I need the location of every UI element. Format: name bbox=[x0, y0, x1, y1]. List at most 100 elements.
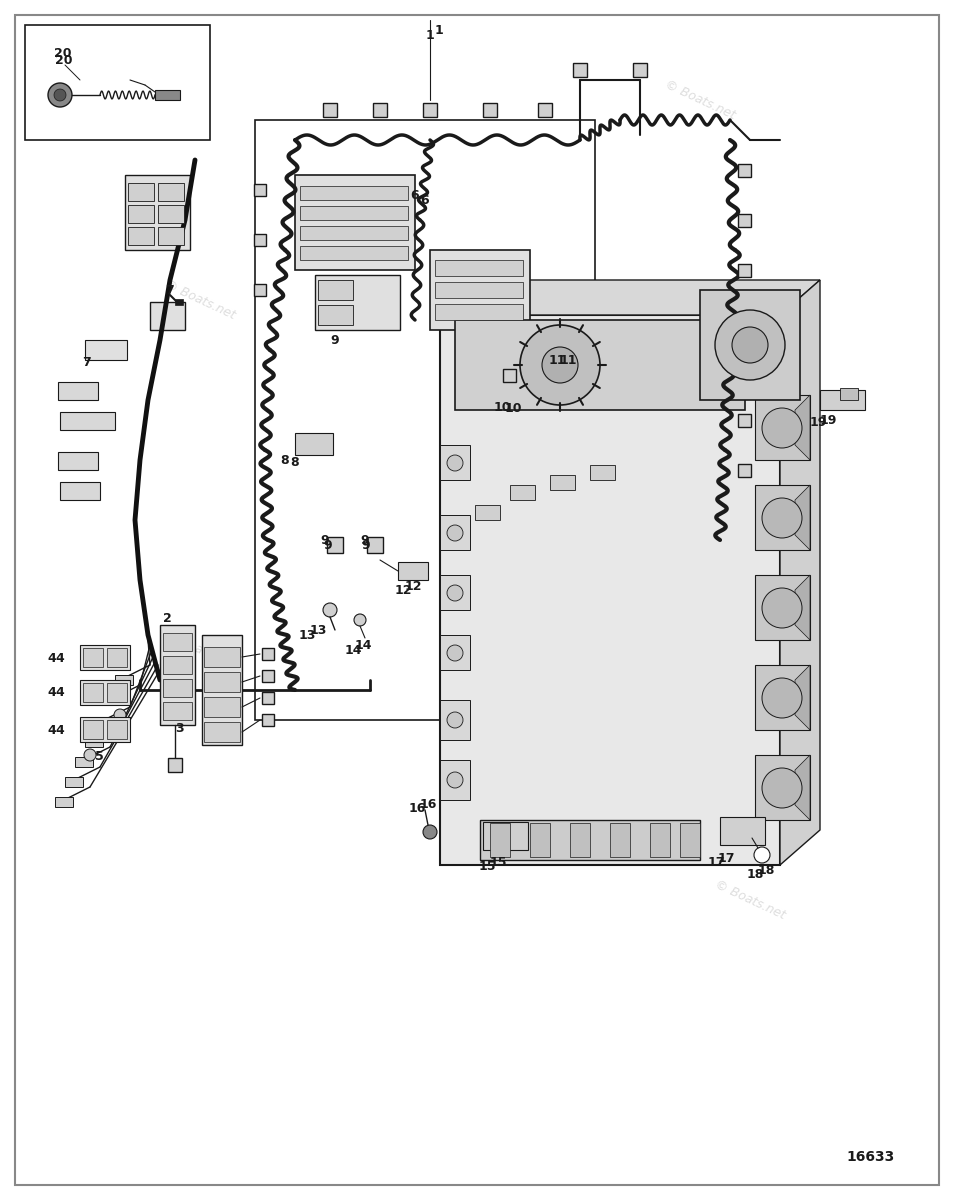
Bar bbox=[299, 246, 408, 260]
Text: 15: 15 bbox=[490, 857, 507, 870]
Circle shape bbox=[99, 730, 111, 742]
Text: 5: 5 bbox=[95, 750, 104, 763]
Bar bbox=[65, 778, 83, 787]
Bar bbox=[609, 823, 629, 857]
Bar bbox=[422, 103, 436, 118]
Bar bbox=[55, 797, 73, 806]
Bar bbox=[510, 485, 535, 500]
Bar bbox=[649, 823, 669, 857]
Polygon shape bbox=[780, 280, 820, 865]
Text: 12: 12 bbox=[394, 583, 412, 596]
Text: © Boats.net: © Boats.net bbox=[163, 278, 237, 322]
Circle shape bbox=[113, 709, 126, 721]
Bar bbox=[475, 505, 499, 520]
Text: 9: 9 bbox=[319, 534, 328, 546]
Bar bbox=[738, 463, 751, 476]
Bar bbox=[80, 718, 130, 742]
Bar bbox=[128, 227, 153, 245]
Bar bbox=[754, 665, 809, 730]
Polygon shape bbox=[794, 575, 809, 640]
Text: © Boats.net: © Boats.net bbox=[662, 78, 737, 122]
Circle shape bbox=[731, 328, 767, 364]
Bar bbox=[820, 390, 864, 410]
Text: 18: 18 bbox=[758, 864, 775, 876]
Circle shape bbox=[422, 826, 436, 839]
Text: 3: 3 bbox=[174, 721, 183, 734]
Bar bbox=[530, 823, 550, 857]
Bar bbox=[58, 382, 98, 400]
Bar bbox=[738, 163, 751, 176]
Circle shape bbox=[573, 360, 582, 370]
Bar bbox=[160, 625, 194, 725]
Text: 7: 7 bbox=[166, 283, 174, 296]
Text: 8: 8 bbox=[290, 456, 298, 468]
Bar bbox=[25, 25, 210, 140]
Text: 4: 4 bbox=[48, 686, 56, 700]
Bar bbox=[294, 175, 415, 270]
Bar bbox=[317, 280, 353, 300]
Text: 10: 10 bbox=[493, 401, 510, 414]
Bar bbox=[439, 575, 470, 610]
Bar bbox=[439, 316, 780, 865]
Bar bbox=[85, 340, 127, 360]
Bar bbox=[80, 646, 130, 670]
Bar bbox=[482, 103, 497, 118]
Bar bbox=[128, 205, 153, 223]
Bar bbox=[154, 90, 180, 100]
Bar bbox=[439, 445, 470, 480]
Bar bbox=[253, 284, 266, 296]
Bar bbox=[299, 206, 408, 220]
Text: 7: 7 bbox=[82, 355, 91, 368]
Bar bbox=[158, 184, 184, 202]
Bar bbox=[482, 822, 527, 850]
Circle shape bbox=[519, 325, 599, 406]
Bar bbox=[105, 695, 123, 706]
Text: 11: 11 bbox=[548, 354, 565, 366]
Bar bbox=[125, 175, 190, 250]
Circle shape bbox=[714, 310, 784, 380]
Text: © Boats.net: © Boats.net bbox=[712, 878, 786, 922]
Bar bbox=[60, 412, 115, 430]
Bar bbox=[168, 758, 182, 772]
Bar bbox=[840, 388, 857, 400]
Bar bbox=[150, 302, 185, 330]
Bar bbox=[299, 186, 408, 200]
Bar bbox=[439, 635, 470, 670]
Bar bbox=[754, 755, 809, 820]
Text: 16633: 16633 bbox=[846, 1150, 894, 1164]
Circle shape bbox=[447, 712, 462, 728]
Text: 9: 9 bbox=[330, 334, 338, 347]
Text: 9: 9 bbox=[359, 534, 368, 546]
Bar bbox=[367, 538, 382, 553]
Text: 16: 16 bbox=[408, 802, 425, 815]
Bar bbox=[58, 452, 98, 470]
Text: © Boats.net: © Boats.net bbox=[163, 628, 237, 672]
Text: 4: 4 bbox=[55, 652, 64, 665]
Circle shape bbox=[761, 588, 801, 628]
Bar bbox=[204, 722, 240, 742]
Text: 19: 19 bbox=[820, 414, 837, 426]
Bar bbox=[254, 120, 595, 720]
Bar bbox=[163, 679, 192, 697]
Bar bbox=[262, 714, 274, 726]
Bar bbox=[80, 680, 130, 706]
Text: 14: 14 bbox=[344, 643, 361, 656]
Bar bbox=[299, 226, 408, 240]
Bar bbox=[163, 702, 192, 720]
Text: 1: 1 bbox=[435, 24, 443, 36]
Bar bbox=[163, 634, 192, 650]
Bar bbox=[75, 757, 92, 767]
Bar bbox=[83, 648, 103, 667]
Text: 19: 19 bbox=[808, 415, 826, 428]
Circle shape bbox=[753, 847, 769, 863]
Bar bbox=[550, 475, 575, 490]
Bar bbox=[163, 656, 192, 674]
Bar bbox=[253, 184, 266, 196]
Bar bbox=[158, 227, 184, 245]
Text: 4: 4 bbox=[48, 652, 56, 665]
Text: 17: 17 bbox=[706, 857, 724, 870]
Text: 2: 2 bbox=[163, 612, 172, 624]
Bar bbox=[738, 313, 751, 326]
Bar bbox=[327, 538, 343, 553]
Polygon shape bbox=[794, 755, 809, 820]
